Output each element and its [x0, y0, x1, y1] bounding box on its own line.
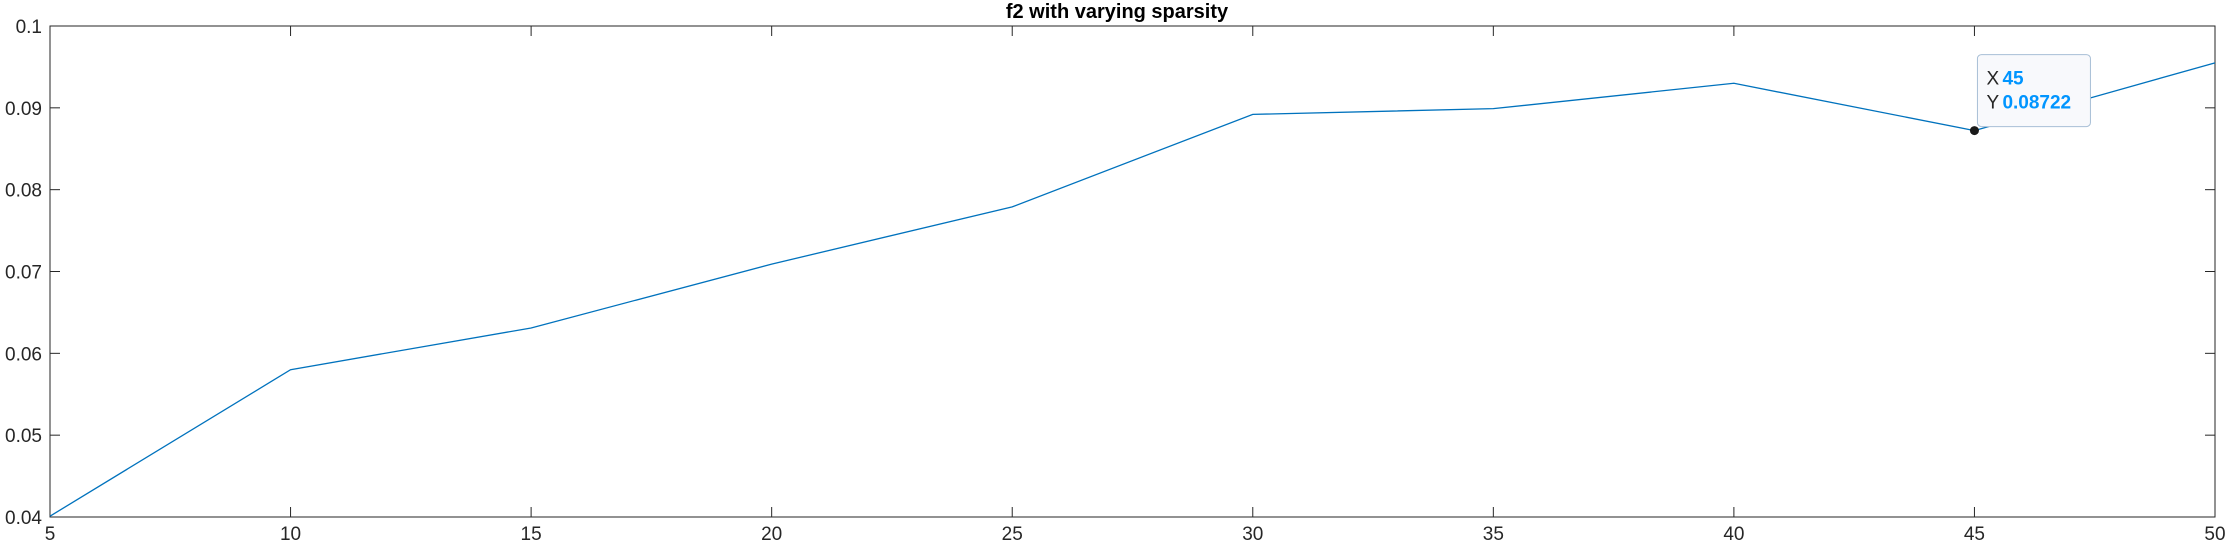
- datatip-box[interactable]: [1976, 54, 2091, 128]
- data-point[interactable]: [1728, 77, 1740, 89]
- x-tick-label: 15: [521, 524, 542, 545]
- data-point[interactable]: [525, 322, 537, 334]
- x-tick-label: 30: [1242, 524, 1263, 545]
- x-tick-label: 45: [1964, 524, 1985, 545]
- series-line[interactable]: [49, 62, 2216, 517]
- data-point[interactable]: [285, 364, 297, 376]
- datatip-x-key: X: [1986, 69, 1999, 90]
- x-tick-label: 50: [2204, 524, 2225, 545]
- data-point[interactable]: [1487, 103, 1499, 115]
- y-tick-labels: 0.04 0.05 0.06 0.07 0.08 0.09 0.1: [5, 17, 42, 529]
- datatip-marker[interactable]: [1969, 126, 1979, 136]
- data-point[interactable]: [44, 510, 56, 522]
- y-tick-label: 0.06: [5, 344, 42, 365]
- datatip-y-value: 0.08722: [2002, 93, 2071, 114]
- y-tick-label: 0.07: [5, 263, 42, 284]
- series-layer: [44, 57, 2221, 522]
- x-tick-label: 5: [45, 524, 56, 545]
- y-tick-label: 0.04: [5, 508, 42, 529]
- axes-box: [49, 25, 2216, 518]
- datatip-y-key: Y: [1986, 93, 1999, 114]
- datatip-x-value: 45: [2002, 69, 2024, 90]
- x-tick-label: 10: [280, 524, 301, 545]
- y-tick-label: 0.08: [5, 181, 42, 202]
- data-point[interactable]: [1006, 201, 1018, 213]
- y-tick-label: 0.09: [5, 99, 42, 120]
- data-point[interactable]: [1247, 108, 1259, 120]
- chart-title: f2 with varying sparsity: [1006, 1, 1229, 23]
- tick-marks: [49, 25, 2216, 518]
- x-tick-label: 40: [1723, 524, 1744, 545]
- y-tick-label: 0.1: [16, 17, 42, 38]
- x-tick-label: 20: [761, 524, 782, 545]
- data-point[interactable]: [766, 258, 778, 270]
- data-point[interactable]: [2209, 57, 2221, 69]
- x-tick-label: 35: [1483, 524, 1504, 545]
- y-tick-label: 0.05: [5, 426, 42, 447]
- x-tick-labels: 5 10 15 20 25 30 35 40 45 50: [45, 524, 2225, 545]
- datatip[interactable]: X 45 Y 0.08722: [1969, 54, 2091, 136]
- x-tick-label: 25: [1002, 524, 1023, 545]
